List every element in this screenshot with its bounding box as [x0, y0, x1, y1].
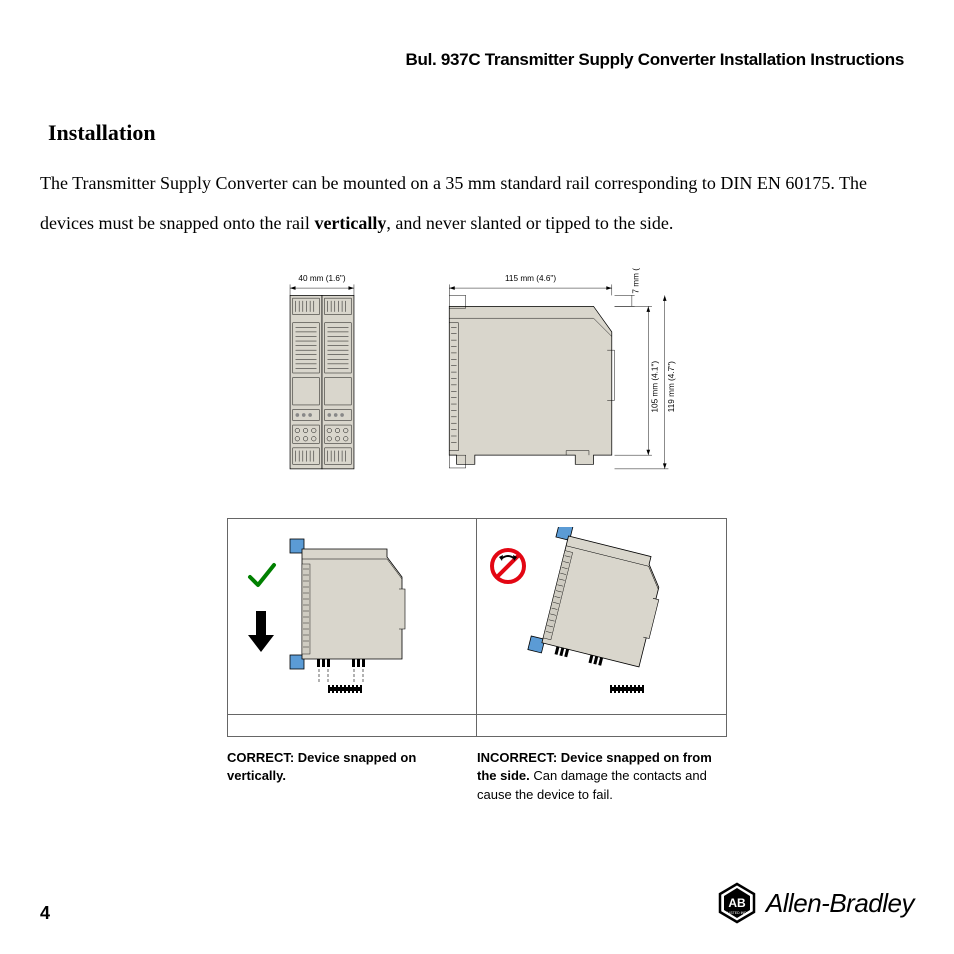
body-post: , and never slanted or tipped to the sid…: [386, 213, 673, 233]
brand-logo-icon: AB LISTED IND: [716, 882, 758, 924]
brand-block: AB LISTED IND Allen-Bradley: [716, 882, 914, 924]
correct-device-svg: [272, 529, 432, 704]
incorrect-device-svg: [514, 527, 689, 707]
top-offset-label: 7 mm (0.28"): [631, 268, 640, 294]
section-title: Installation: [48, 120, 914, 146]
checkmark-icon: [246, 559, 278, 591]
correct-caption-bold: CORRECT: Device snapped on vertically.: [227, 750, 416, 783]
incorrect-caption: INCORRECT: Device snapped on from the si…: [477, 749, 727, 804]
front-view-svg: 40 mm (1.6"): [257, 268, 387, 478]
body-bold: vertically: [314, 213, 386, 233]
height-inner-label: 105 mm (4.1"): [650, 361, 659, 413]
height-outer-label: 119 mm (4.7"): [667, 361, 676, 412]
brand-text: Allen-Bradley: [766, 888, 914, 919]
document-header: Bul. 937C Transmitter Supply Converter I…: [40, 50, 914, 70]
correct-caption: CORRECT: Device snapped on vertically.: [227, 749, 477, 804]
svg-text:AB: AB: [728, 896, 746, 910]
down-arrow-icon: [246, 609, 276, 654]
footer: 4 AB LISTED IND Allen-Bradley: [40, 882, 914, 924]
caption-spacer: [227, 715, 727, 737]
correct-panel: [228, 519, 477, 714]
width-dim-label: 40 mm (1.6"): [298, 274, 345, 283]
dimension-drawing: 40 mm (1.6"): [177, 268, 777, 498]
body-paragraph: The Transmitter Supply Converter can be …: [40, 164, 914, 243]
comparison-figure: CORRECT: Device snapped on vertically. I…: [227, 518, 727, 804]
page-number: 4: [40, 903, 50, 924]
depth-dim-label: 115 mm (4.6"): [505, 274, 556, 283]
prohibit-icon: [489, 547, 527, 585]
incorrect-panel: [477, 519, 726, 714]
caption-texts: CORRECT: Device snapped on vertically. I…: [227, 749, 727, 804]
side-view-svg: 115 mm (4.6") 7 mm (0.28") 105 mm (4.1")…: [417, 268, 697, 478]
svg-text:LISTED IND: LISTED IND: [727, 911, 747, 915]
